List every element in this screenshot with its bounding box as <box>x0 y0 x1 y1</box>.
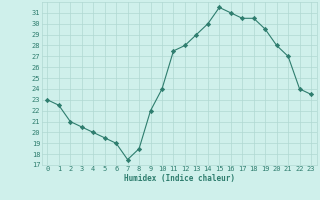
X-axis label: Humidex (Indice chaleur): Humidex (Indice chaleur) <box>124 174 235 183</box>
